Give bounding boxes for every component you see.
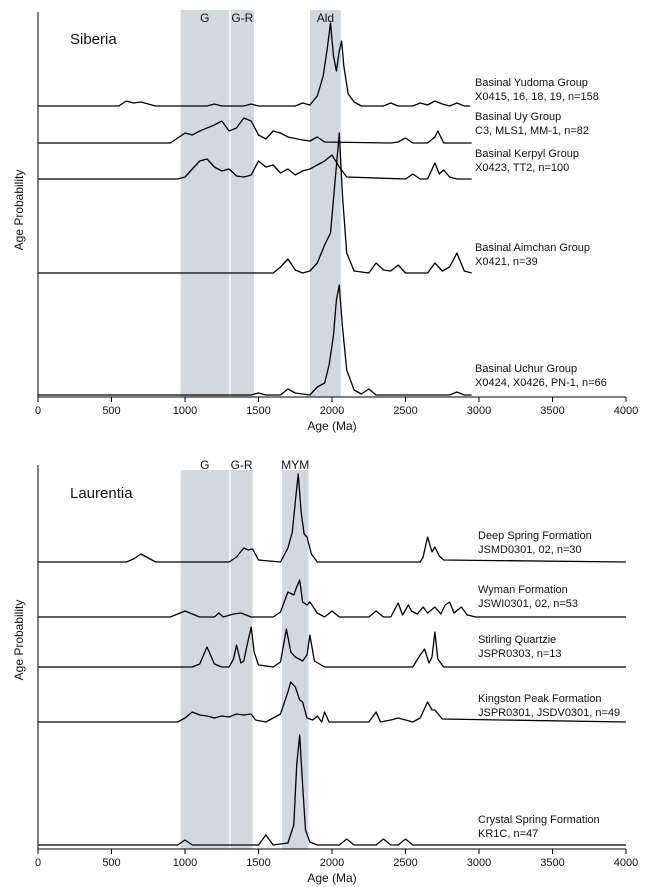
curve-samples: JSPR0303, n=13 — [478, 648, 561, 660]
panel-title: Siberia — [70, 31, 117, 48]
x-tick-label: 1000 — [173, 857, 197, 869]
age-band — [180, 470, 230, 849]
curve-label: Basinal Uchur Group — [475, 363, 577, 375]
age-band — [309, 10, 341, 397]
age-probability-curve — [38, 734, 626, 846]
age-probability-curve — [38, 117, 472, 144]
x-tick-label: 4000 — [614, 405, 638, 417]
age-probability-curve — [38, 154, 472, 180]
curve-label: Deep Spring Formation — [478, 530, 592, 542]
age-band — [230, 10, 255, 397]
curve-samples: X0424, X0426, PN-1, n=66 — [475, 377, 607, 389]
curve-label: Kingston Peak Formation — [478, 693, 602, 705]
curve-label: Basinal Uy Group — [475, 111, 561, 123]
curve-label: Basinal Kerpyl Group — [475, 148, 579, 160]
age-probability-curve — [38, 284, 472, 396]
age-probability-curve — [38, 579, 626, 618]
band-label: G — [200, 11, 209, 25]
x-tick-label: 4000 — [614, 857, 638, 869]
curve-samples: X0415, 16, 18, 19, n=158 — [475, 91, 599, 103]
curve-samples: X0423, TT2, n=100 — [475, 162, 569, 174]
panel-title: Laurentia — [70, 485, 133, 502]
age-probability-curve — [38, 681, 627, 723]
x-tick-label: 1500 — [246, 857, 270, 869]
x-tick-label: 500 — [102, 405, 120, 417]
age-probability-curve — [38, 22, 471, 107]
x-tick-label: 3500 — [540, 405, 564, 417]
curve-label: Wyman Formation — [478, 584, 568, 596]
x-tick-label: 0 — [35, 857, 41, 869]
x-axis-label: Age (Ma) — [307, 871, 356, 885]
curve-label: Basinal Aimchan Group — [475, 242, 590, 254]
curve-samples: C3, MLS1, MM-1, n=82 — [475, 125, 589, 137]
band-label: MYM — [281, 458, 309, 472]
x-tick-label: 2500 — [393, 405, 417, 417]
age-probability-curve — [38, 132, 472, 274]
curve-samples: X0421, n=39 — [475, 256, 538, 268]
x-tick-label: 2000 — [320, 405, 344, 417]
x-tick-label: 3500 — [540, 857, 564, 869]
x-axis-label: Age (Ma) — [307, 419, 356, 433]
x-tick-label: 1500 — [246, 405, 270, 417]
curve-label: Stirling Quartzie — [478, 634, 556, 646]
x-tick-label: 3000 — [467, 857, 491, 869]
curve-samples: JSPR0301, JSDV0301, n=49 — [478, 707, 620, 719]
age-probability-curve — [38, 626, 626, 668]
age-probability-curve — [38, 473, 627, 563]
x-tick-label: 2500 — [393, 857, 417, 869]
band-label: G — [200, 458, 209, 472]
band-label: G-R — [231, 11, 253, 25]
y-axis-label: Age Probability — [12, 600, 26, 681]
x-tick-label: 1000 — [173, 405, 197, 417]
curve-label: Crystal Spring Formation — [478, 814, 600, 826]
x-tick-label: 0 — [35, 405, 41, 417]
curve-samples: JSMD0301, 02, n=30 — [478, 544, 582, 556]
x-tick-label: 500 — [102, 857, 120, 869]
x-tick-label: 2000 — [320, 857, 344, 869]
curve-samples: JSWI0301, 02, n=53 — [478, 598, 578, 610]
band-label: Ald — [317, 11, 334, 25]
curve-label: Basinal Yudoma Group — [475, 77, 588, 89]
age-band — [180, 10, 230, 397]
band-label: G-R — [231, 458, 253, 472]
curve-samples: KR1C, n=47 — [478, 828, 538, 840]
y-axis-label: Age Probability — [12, 170, 26, 251]
age-band — [230, 470, 253, 849]
x-tick-label: 3000 — [467, 405, 491, 417]
